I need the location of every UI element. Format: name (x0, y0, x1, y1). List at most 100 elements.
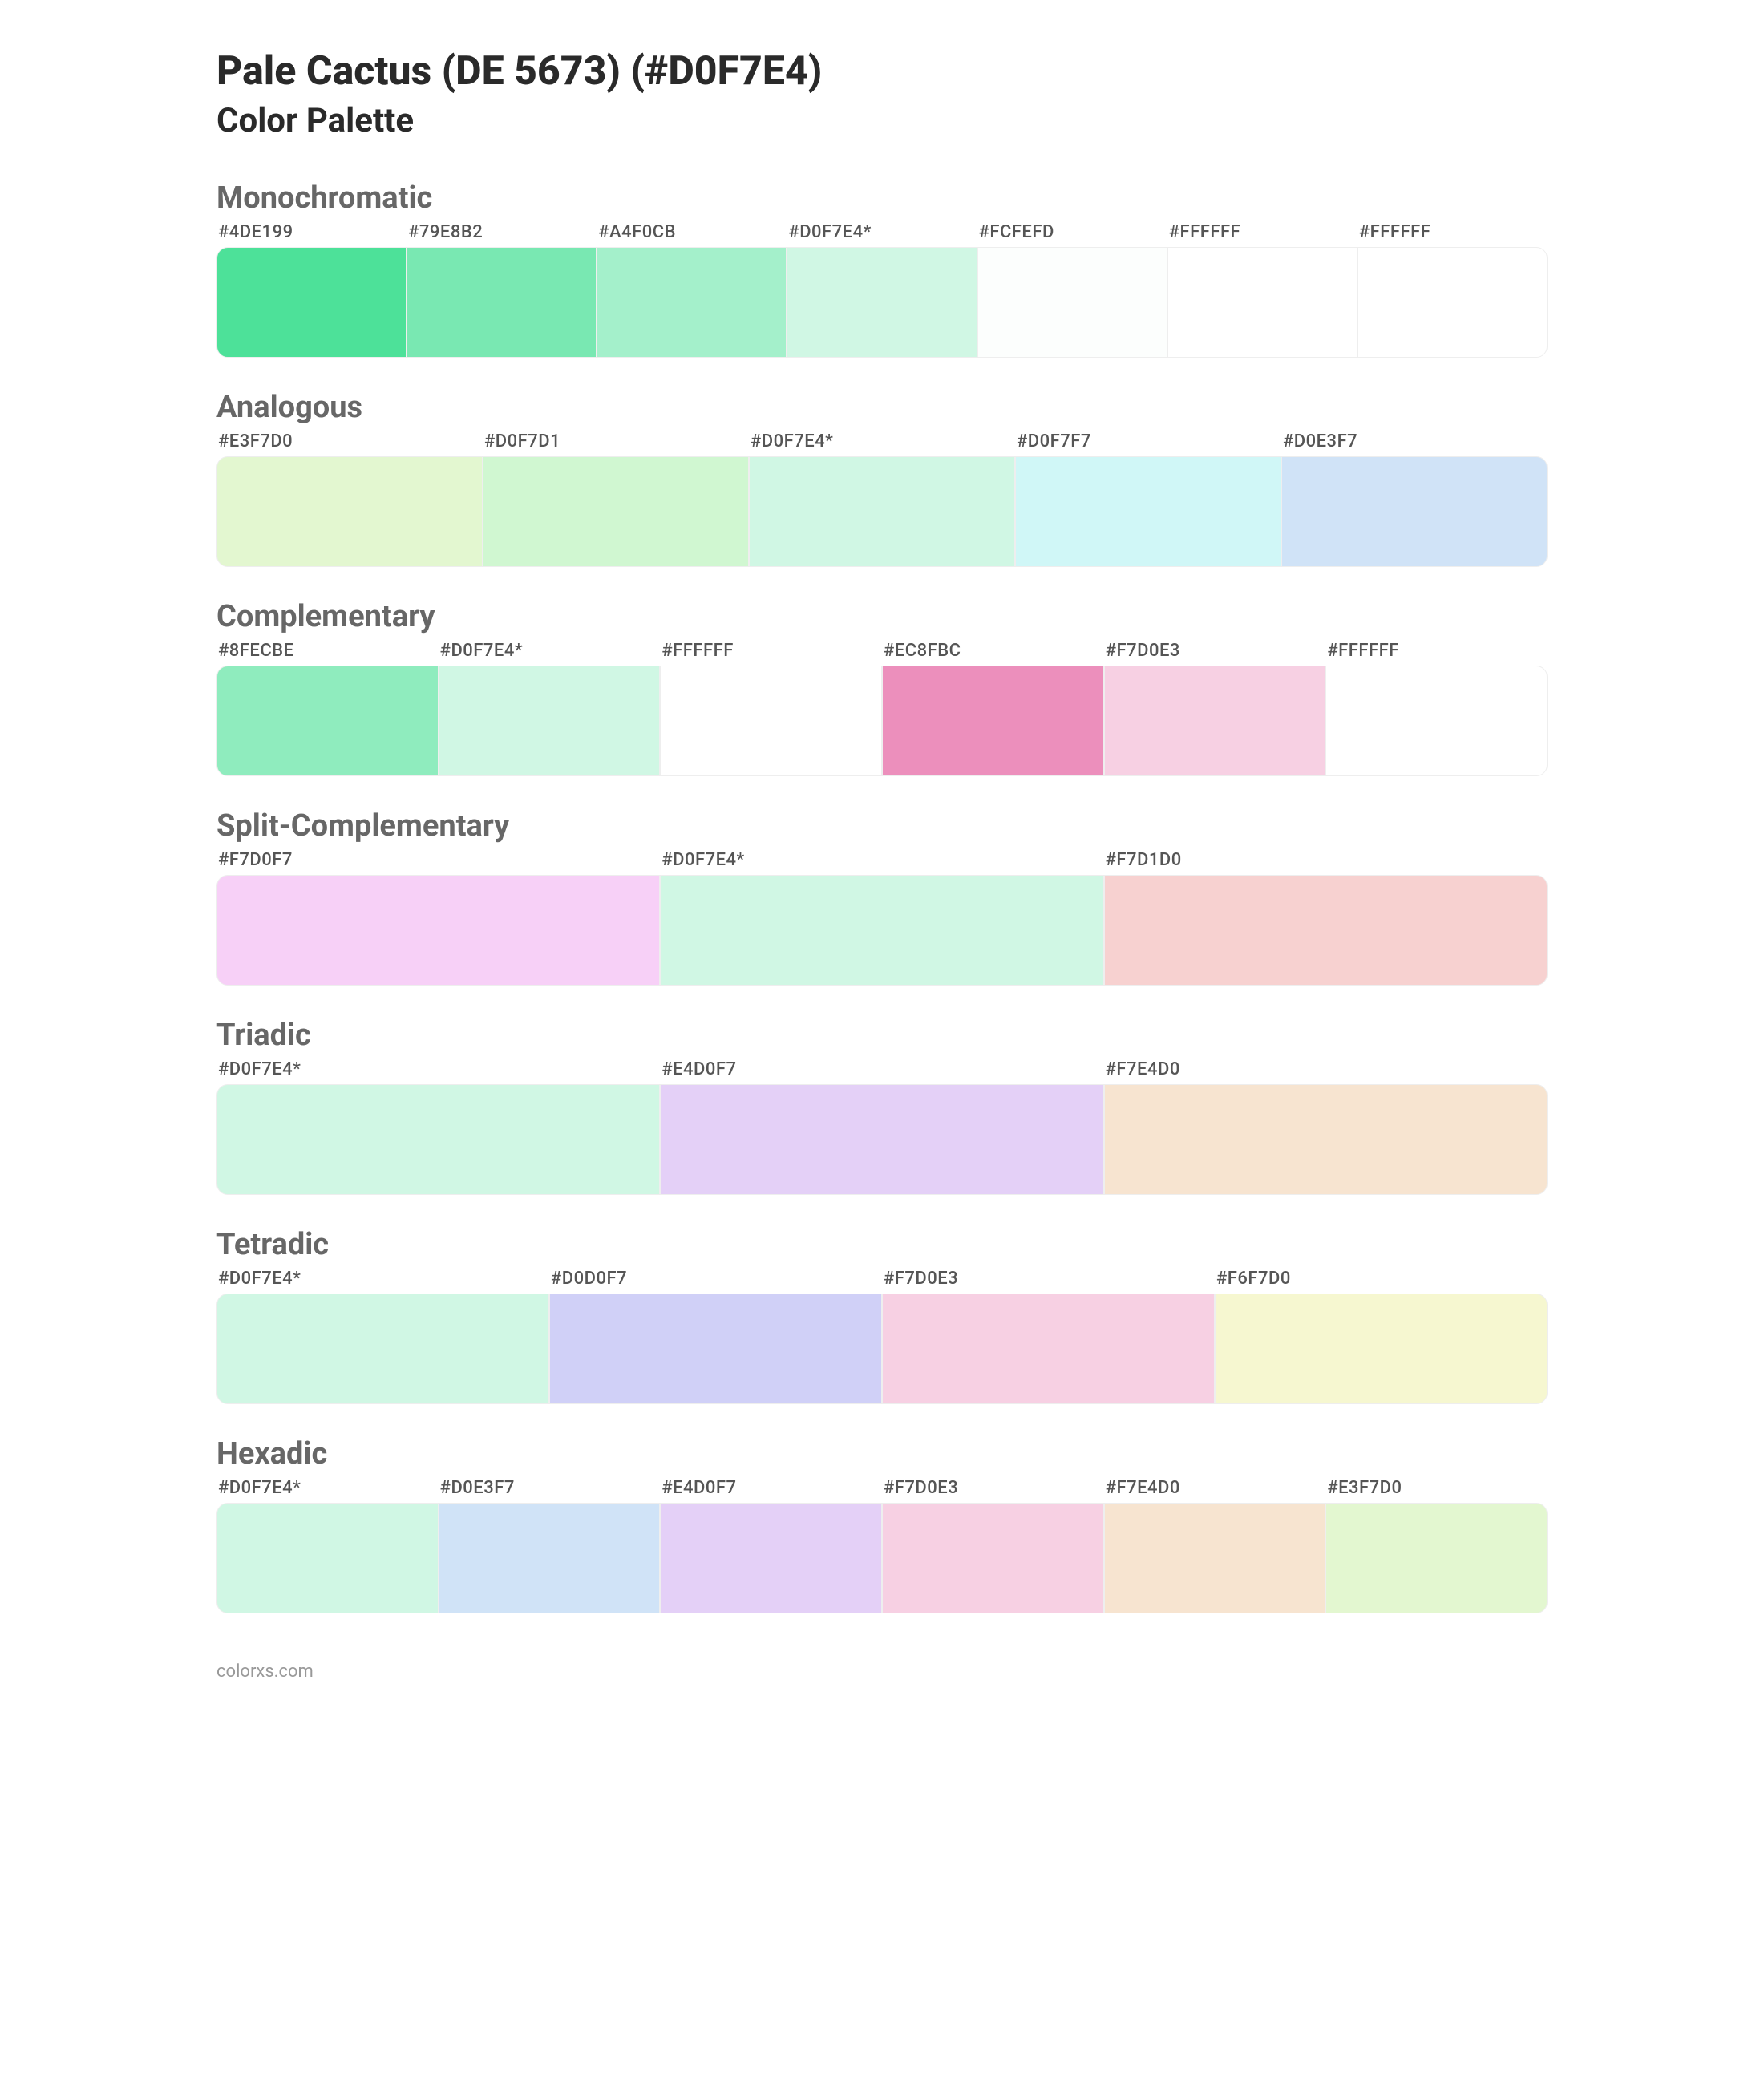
page-title: Pale Cactus (DE 5673) (#D0F7E4) (216, 48, 1548, 95)
swatch-box (1104, 1084, 1548, 1195)
swatch-box (216, 1503, 439, 1613)
section-title: Tetradic (216, 1227, 1548, 1262)
swatch: #F7E4D0 (1104, 1478, 1326, 1613)
swatch: #FFFFFF (1167, 222, 1357, 358)
swatch-row: #D0F7E4*#D0E3F7#E4D0F7#F7D0E3#F7E4D0#E3F… (216, 1478, 1548, 1613)
swatch-label: #D0F7D1 (483, 431, 749, 456)
swatch-box (882, 666, 1104, 776)
swatch-row: #D0F7E4*#D0D0F7#F7D0E3#F6F7D0 (216, 1269, 1548, 1404)
swatch: #FFFFFF (660, 641, 882, 776)
swatch-box (439, 666, 661, 776)
swatch: #D0F7F7 (1015, 431, 1281, 567)
palette-section: Complementary#8FECBE#D0F7E4*#FFFFFF#EC8F… (216, 599, 1548, 776)
swatch: #E3F7D0 (216, 431, 483, 567)
swatch: #F6F7D0 (1215, 1269, 1548, 1404)
swatch-label: #D0F7E4* (439, 641, 661, 666)
swatch-label: #F7D0F7 (216, 850, 660, 875)
swatch: #A4F0CB (597, 222, 787, 358)
swatch: #D0F7D1 (483, 431, 749, 567)
swatch-box (882, 1503, 1104, 1613)
swatch-label: #D0F7F7 (1015, 431, 1281, 456)
swatch-label: #FFFFFF (1325, 641, 1548, 666)
swatch-box (1167, 247, 1357, 358)
swatch-box (1104, 1503, 1326, 1613)
swatch: #4DE199 (216, 222, 407, 358)
swatch: #79E8B2 (407, 222, 597, 358)
swatch-box (1281, 456, 1548, 567)
palette-section: Split-Complementary #F7D0F7#D0F7E4*#F7D1D… (216, 808, 1548, 986)
palette-section: Monochromatic#4DE199#79E8B2#A4F0CB#D0F7E… (216, 180, 1548, 358)
swatch-label: #D0E3F7 (439, 1478, 661, 1503)
swatch: #E3F7D0 (1325, 1478, 1548, 1613)
section-title: Analogous (216, 390, 1548, 425)
swatch-label: #E3F7D0 (216, 431, 483, 456)
swatch: #FCFEFD (977, 222, 1167, 358)
swatch-box (216, 1294, 549, 1404)
swatch-label: #FCFEFD (977, 222, 1167, 247)
swatch-box (1325, 1503, 1548, 1613)
swatch: #E4D0F7 (660, 1478, 882, 1613)
swatch-label: #FFFFFF (1167, 222, 1357, 247)
swatch-label: #8FECBE (216, 641, 439, 666)
swatch: #D0F7E4* (660, 850, 1103, 986)
swatch-label: #F7D1D0 (1104, 850, 1548, 875)
swatch-box (882, 1294, 1215, 1404)
swatch: #F7D1D0 (1104, 850, 1548, 986)
footer-credit: colorxs.com (216, 1662, 1548, 1682)
swatch: #E4D0F7 (660, 1059, 1103, 1195)
swatch: #EC8FBC (882, 641, 1104, 776)
swatch-box (549, 1294, 882, 1404)
swatch: #D0E3F7 (439, 1478, 661, 1613)
swatch-box (1357, 247, 1548, 358)
swatch-box (216, 666, 439, 776)
swatch-box (407, 247, 597, 358)
swatch-label: #D0F7E4* (216, 1478, 439, 1503)
palette-section: Hexadic #D0F7E4*#D0E3F7#E4D0F7#F7D0E3#F7E… (216, 1436, 1548, 1613)
swatch-box (1015, 456, 1281, 567)
swatch-box (660, 1503, 882, 1613)
swatch-label: #D0F7E4* (749, 431, 1015, 456)
swatch: #D0F7E4* (787, 222, 977, 358)
swatch-box (1104, 875, 1548, 986)
swatch: #F7D0F7 (216, 850, 660, 986)
swatch-label: #FFFFFF (660, 641, 882, 666)
section-title: Hexadic (216, 1436, 1548, 1472)
swatch-box (1104, 666, 1326, 776)
swatch-box (216, 875, 660, 986)
swatch: #D0F7E4* (439, 641, 661, 776)
swatch: #D0E3F7 (1281, 431, 1548, 567)
swatch-box (216, 1084, 660, 1195)
swatch-label: #F7E4D0 (1104, 1059, 1548, 1084)
page-subtitle: Color Palette (216, 101, 1548, 140)
swatch-label: #F7D0E3 (1104, 641, 1326, 666)
swatch-label: #D0F7E4* (216, 1269, 549, 1294)
swatch-row: #E3F7D0#D0F7D1#D0F7E4*#D0F7F7#D0E3F7 (216, 431, 1548, 567)
swatch: #F7D0E3 (882, 1478, 1104, 1613)
swatch-label: #E3F7D0 (1325, 1478, 1548, 1503)
palette-section: Analogous #E3F7D0#D0F7D1#D0F7E4*#D0F7F7#D… (216, 390, 1548, 567)
swatch-label: #E4D0F7 (660, 1059, 1103, 1084)
palette-section: Triadic #D0F7E4*#E4D0F7#F7E4D0 (216, 1018, 1548, 1195)
swatch-label: #D0E3F7 (1281, 431, 1548, 456)
swatch-box (439, 1503, 661, 1613)
swatch: #FFFFFF (1357, 222, 1548, 358)
section-title: Split-Complementary (216, 808, 1548, 844)
swatch-label: #F7E4D0 (1104, 1478, 1326, 1503)
swatch-label: #F7D0E3 (882, 1269, 1215, 1294)
swatch-label: #A4F0CB (597, 222, 787, 247)
swatch-label: #E4D0F7 (660, 1478, 882, 1503)
swatch: #FFFFFF (1325, 641, 1548, 776)
section-title: Complementary (216, 599, 1548, 634)
swatch: #D0F7E4* (749, 431, 1015, 567)
swatch-box (787, 247, 977, 358)
swatch-row: #D0F7E4*#E4D0F7#F7E4D0 (216, 1059, 1548, 1195)
swatch-box (660, 875, 1103, 986)
section-title: Triadic (216, 1018, 1548, 1053)
swatch-label: #4DE199 (216, 222, 407, 247)
swatch-label: #D0F7E4* (660, 850, 1103, 875)
swatch: #F7D0E3 (882, 1269, 1215, 1404)
swatch-label: #F6F7D0 (1215, 1269, 1548, 1294)
swatch-row: #8FECBE#D0F7E4*#FFFFFF#EC8FBC#F7D0E3#FFF… (216, 641, 1548, 776)
swatch-label: #D0F7E4* (216, 1059, 660, 1084)
swatch-label: #D0D0F7 (549, 1269, 882, 1294)
